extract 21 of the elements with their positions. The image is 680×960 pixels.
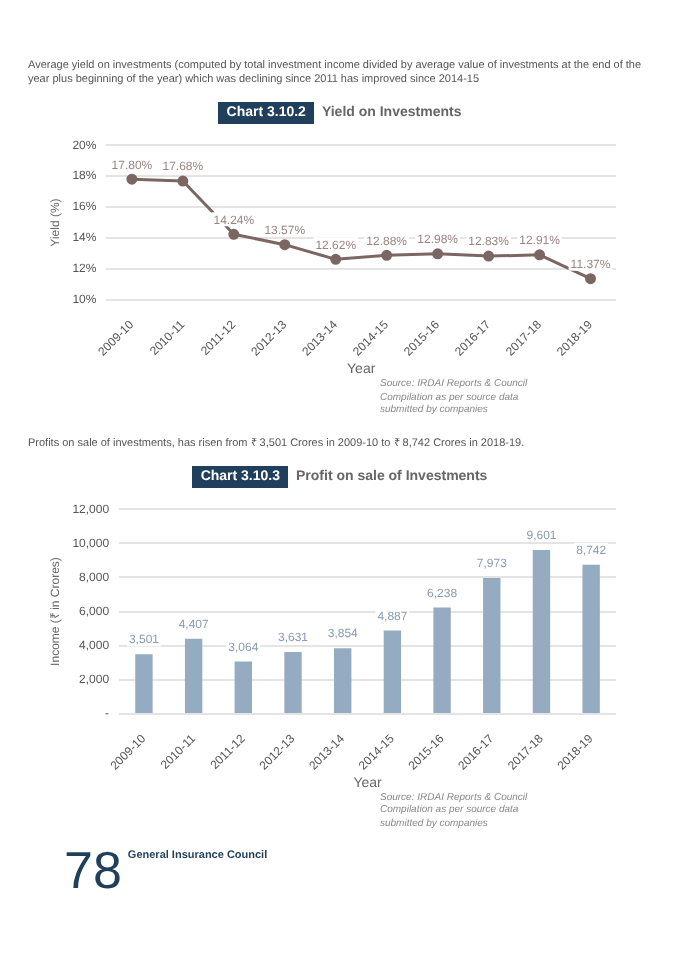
bar <box>483 576 501 712</box>
bar <box>184 637 203 712</box>
point <box>228 228 240 240</box>
bar <box>334 647 352 712</box>
point <box>126 173 138 185</box>
point <box>330 253 342 265</box>
bar <box>582 563 600 712</box>
point <box>483 250 495 262</box>
bar <box>284 650 302 712</box>
text: 78 <box>64 839 122 900</box>
point <box>177 175 189 187</box>
point <box>534 249 546 261</box>
point <box>432 247 444 259</box>
bar <box>433 606 451 712</box>
bar <box>383 629 402 712</box>
bar <box>532 549 551 712</box>
bar <box>234 660 253 712</box>
point <box>585 272 597 284</box>
bar <box>135 653 153 712</box>
point <box>381 249 393 261</box>
point <box>279 238 291 250</box>
